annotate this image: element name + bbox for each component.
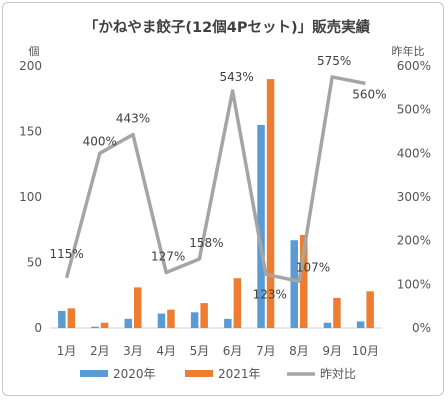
x-tick-label: 9月 [322,344,342,358]
bar-2020 [224,318,232,328]
bar-2021 [300,234,308,328]
yoy-data-label: 158% [189,236,223,250]
yoy-data-label: 107% [296,260,330,274]
legend-label: 2020年 [113,367,156,381]
yoy-data-label: 560% [352,87,386,101]
yoy-data-label: 443% [116,112,150,126]
legend-swatch [185,370,213,377]
legend-label: 昨対比 [320,367,356,381]
bar-2021 [200,303,208,328]
bar-2021 [366,291,374,328]
x-tick-label: 5月 [190,344,210,358]
yoy-data-label: 575% [317,54,351,68]
x-tick-label: 8月 [289,344,309,358]
legend-label: 2021年 [218,367,261,381]
y-right-tick-label: 100% [397,277,431,291]
legend-swatch [80,370,108,377]
x-tick-label: 4月 [156,344,176,358]
yoy-data-label: 115% [49,247,83,261]
y-right-tick-label: 400% [397,146,431,160]
bar-2020 [190,312,199,328]
y-right-tick-label: 300% [397,190,431,204]
bar-2020 [157,313,166,328]
left-axis-unit: 個 [29,45,40,58]
y-right-tick-label: 500% [397,103,431,117]
right-axis-unit: 昨年比 [392,44,425,58]
bar-2020 [124,318,132,328]
y-left-tick-label: 200 [19,59,42,73]
x-tick-label: 10月 [352,344,379,358]
bar-2021 [333,297,341,328]
bar-2020 [58,310,66,328]
x-tick-label: 3月 [123,344,143,358]
x-tick-label: 1月 [57,344,77,358]
x-tick-label: 7月 [256,344,276,358]
chart-title: 「かねやま餃子(12個4Pセット)」販売実績 [84,18,371,36]
yoy-data-label: 127% [151,250,185,264]
bar-2021 [167,309,175,328]
bar-2021 [100,322,109,328]
x-tick-label: 2月 [90,344,110,358]
y-right-tick-label: 600% [397,59,431,73]
y-left-tick-label: 0 [34,321,42,335]
bar-2021 [134,287,142,328]
bar-2020 [290,240,298,328]
bar-2021 [266,79,275,328]
yoy-data-label: 400% [83,134,117,148]
bar-2020 [91,326,99,328]
y-left-tick-label: 100 [19,190,42,204]
bar-2020 [356,321,365,328]
bar-2020 [323,322,332,328]
x-tick-label: 6月 [223,344,243,358]
yoy-ratio-line [64,75,366,284]
y-left-tick-label: 150 [19,125,42,139]
y-right-tick-label: 200% [397,234,431,248]
bar-2021 [67,308,76,328]
yoy-data-label: 543% [219,70,253,84]
y-left-tick-label: 50 [27,256,42,270]
bar-2021 [233,278,242,328]
chart-frame [2,2,444,396]
y-right-tick-label: 0% [412,321,431,335]
bar-2020 [257,124,265,328]
yoy-data-label: 123% [253,287,287,301]
